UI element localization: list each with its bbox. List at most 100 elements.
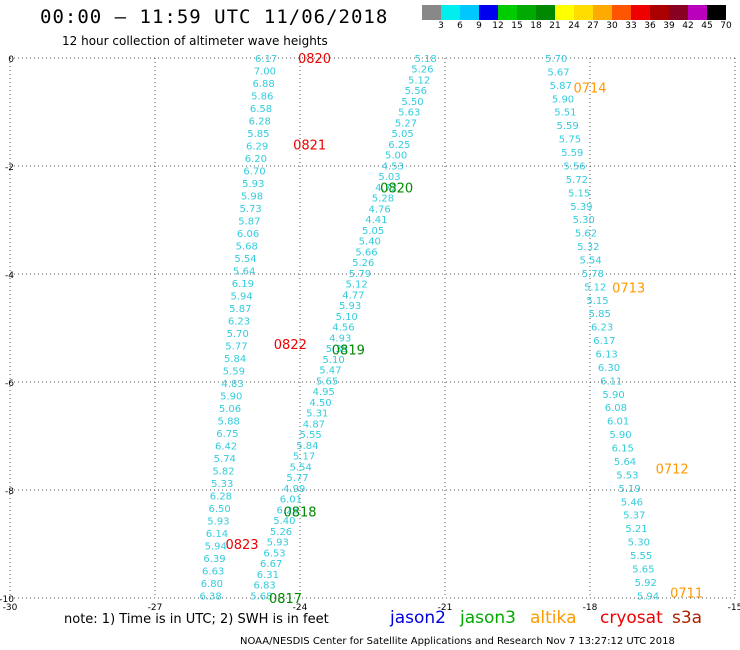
- colorbar-swatch: [688, 5, 707, 20]
- colorbar-swatch: [574, 5, 593, 20]
- wave-height-value: 5.12: [584, 282, 606, 293]
- wave-height-value: 6.23: [228, 316, 250, 327]
- time-label: 0711: [670, 587, 703, 602]
- colorbar-swatch: [479, 5, 498, 20]
- y-tick-label: -8: [5, 487, 14, 497]
- wave-height-value: 6.29: [246, 141, 268, 152]
- wave-height-value: 4.53: [382, 161, 404, 172]
- time-label: 0714: [573, 82, 606, 97]
- wave-height-value: 5.37: [623, 511, 645, 522]
- wave-height-value: 6.19: [232, 279, 254, 290]
- colorbar-label: 45: [701, 21, 713, 31]
- wave-height-value: 5.77: [286, 473, 308, 484]
- wave-height-value: 5.87: [238, 216, 260, 227]
- wave-height-value: 6.67: [260, 559, 282, 570]
- colorbar: [422, 5, 726, 20]
- wave-height-value: 5.47: [319, 366, 341, 377]
- time-label: 0821: [293, 138, 326, 153]
- wave-height-value: 5.26: [352, 258, 374, 269]
- wave-height-value: 5.59: [557, 121, 579, 132]
- wave-height-value: 4.99: [283, 484, 305, 495]
- wave-height-value: 5.65: [316, 376, 338, 387]
- colorbar-swatch: [422, 5, 441, 20]
- colorbar-swatch: [650, 5, 669, 20]
- wave-height-value: 5.87: [229, 304, 251, 315]
- wave-height-value: 5.85: [247, 129, 269, 140]
- colorbar-swatch: [612, 5, 631, 20]
- wave-height-value: 4.87: [303, 419, 325, 430]
- wave-height-value: 5.15: [586, 296, 608, 307]
- wave-height-value: 5.90: [552, 94, 574, 105]
- time-label: 0713: [612, 282, 645, 297]
- chart-subtitle: 12 hour collection of altimeter wave hei…: [62, 34, 328, 48]
- colorbar-label: 21: [549, 21, 561, 31]
- wave-height-value: 6.38: [199, 591, 221, 602]
- colorbar-label: 42: [682, 21, 694, 31]
- wave-height-value: 6.28: [210, 491, 232, 502]
- x-tick-label: -18: [583, 603, 598, 613]
- colorbar-swatch: [707, 5, 726, 20]
- wave-height-value: 6.11: [600, 376, 622, 387]
- wave-height-value: 5.93: [242, 179, 264, 190]
- chart-title: 00:00 – 11:59 UTC 11/06/2018: [40, 6, 389, 28]
- time-label: 0819: [332, 344, 365, 359]
- wave-height-value: 4.72: [375, 183, 397, 194]
- wave-height-value: 5.63: [398, 108, 420, 119]
- footer-credit: NOAA/NESDIS Center for Satellite Applica…: [240, 636, 675, 647]
- wave-height-value: 5.68: [236, 241, 258, 252]
- wave-height-value: 5.85: [589, 309, 611, 320]
- wave-height-value: 5.70: [545, 54, 567, 65]
- wave-height-value: 6.80: [201, 579, 223, 590]
- wave-height-value: 5.90: [609, 430, 631, 441]
- wave-height-value: 5.10: [336, 312, 358, 323]
- legend-jason3: jason3: [460, 608, 516, 628]
- wave-height-value: 5.75: [559, 135, 581, 146]
- wave-height-value: 5.84: [224, 354, 246, 365]
- wave-height-value: 6.15: [612, 444, 634, 455]
- wave-height-value: 6.83: [253, 581, 275, 592]
- wave-height-value: 5.06: [219, 404, 241, 415]
- wave-height-value: 5.12: [408, 75, 430, 86]
- colorbar-swatch: [517, 5, 536, 20]
- time-label: 0817: [269, 592, 302, 607]
- colorbar-swatch: [441, 5, 460, 20]
- wave-height-value: 5.93: [207, 516, 229, 527]
- wave-height-value: 5.84: [296, 441, 318, 452]
- wave-height-value: 6.14: [206, 529, 228, 540]
- wave-height-value: 5.15: [568, 188, 590, 199]
- wave-height-value: 5.39: [570, 202, 592, 213]
- wave-height-value: 5.78: [582, 269, 604, 280]
- wave-height-value: 5.00: [385, 151, 407, 162]
- time-label: 0822: [274, 338, 307, 353]
- time-label: 0820: [298, 52, 331, 67]
- wave-height-value: 5.26: [270, 527, 292, 538]
- wave-height-value: 5.40: [359, 237, 381, 248]
- wave-height-value: 5.88: [218, 416, 240, 427]
- wave-height-value: 6.01: [280, 495, 302, 506]
- wave-height-value: 5.32: [577, 242, 599, 253]
- wave-height-value: 6.39: [203, 554, 225, 565]
- wave-height-value: 5.64: [233, 266, 255, 277]
- colorbar-swatch: [593, 5, 612, 20]
- legend-altika: altika: [530, 608, 577, 628]
- wave-height-value: 6.58: [250, 104, 272, 115]
- wave-height-value: 6.01: [607, 417, 629, 428]
- wave-height-value: 5.93: [339, 301, 361, 312]
- wave-height-value: 6.13: [596, 350, 618, 361]
- wave-height-value: 5.28: [372, 194, 394, 205]
- wave-height-value: 7.00: [254, 66, 276, 77]
- wave-height-value: 6.50: [208, 504, 230, 515]
- wave-height-value: 5.33: [211, 479, 233, 490]
- wave-height-value: 6.28: [249, 116, 271, 127]
- legend-cryosat: cryosat: [600, 608, 663, 628]
- wave-height-value: 5.93: [267, 538, 289, 549]
- wave-height-value: 5.64: [614, 457, 636, 468]
- y-tick-label: 0: [8, 55, 14, 65]
- colorbar-label: 9: [476, 21, 482, 31]
- wave-height-value: 5.35: [326, 344, 348, 355]
- wave-height-value: 5.82: [212, 466, 234, 477]
- legend-jason2: jason2: [390, 608, 446, 628]
- note-text: note: 1) Time is in UTC; 2) SWH is in fe…: [64, 612, 329, 627]
- wave-height-value: 5.62: [575, 229, 597, 240]
- time-label: 0712: [656, 462, 689, 477]
